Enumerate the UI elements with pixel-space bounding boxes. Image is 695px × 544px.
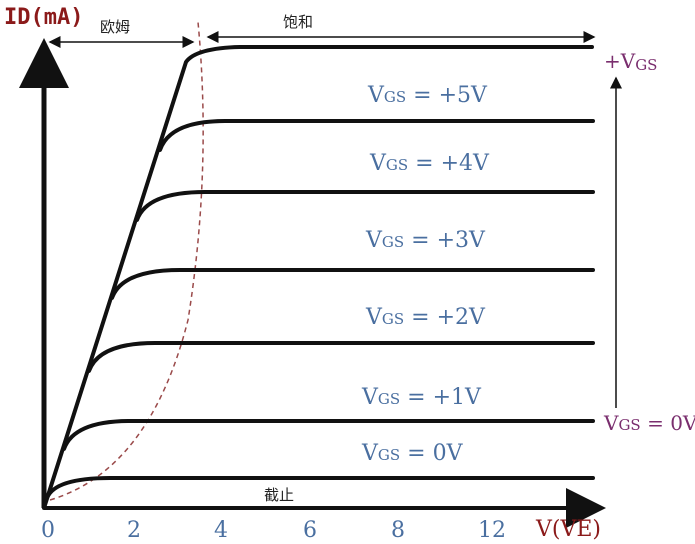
curve-label: VGS = +1V (361, 385, 482, 410)
label-part: = +4V (408, 151, 490, 176)
curve (135, 190, 595, 222)
curve-label: VGS = +5V (367, 83, 488, 108)
label-part: V (365, 228, 383, 253)
x-tick-label: 12 (478, 518, 506, 543)
label-part: V (361, 385, 379, 410)
label-sub: GS (635, 56, 657, 74)
x-tick-label: 4 (214, 518, 228, 543)
curve (62, 419, 595, 451)
range-bottom-label: VGS = 0V (603, 411, 695, 435)
label-sub: GS (386, 156, 408, 174)
label-sub: GS (384, 88, 406, 106)
label-part: +V (604, 49, 636, 73)
label-part: = +1V (400, 385, 482, 410)
x-tick-label: 0 (41, 518, 55, 543)
label-part: V (361, 441, 379, 466)
curve-label: VGS = +2V (365, 305, 486, 330)
label-part: = 0V (641, 411, 695, 435)
x-axis-label: V(VE) (535, 517, 601, 542)
curve (158, 119, 595, 152)
label-part: = +5V (406, 83, 488, 108)
label-part: V (369, 151, 387, 176)
region-label: 截止 (264, 486, 294, 504)
range-top-label: +VGS (604, 49, 657, 74)
label-part: = +3V (404, 228, 486, 253)
region-label: 欧姆 (100, 18, 130, 36)
label-sub: GS (378, 390, 400, 408)
label-part: V (365, 305, 383, 330)
boundary-curve (49, 21, 204, 501)
x-ticks: 0 2 4 6 8 12 (41, 518, 506, 543)
y-axis-label: ID(mA) (4, 5, 83, 30)
label-sub: GS (382, 310, 404, 328)
label-sub: GS (382, 233, 404, 251)
curve-label: VGS = 0V (361, 441, 464, 466)
curve (42, 45, 594, 510)
region-label: 饱和 (283, 13, 313, 31)
curve-label: VGS = +4V (369, 151, 490, 176)
label-part: = +2V (404, 305, 486, 330)
label-part: V (367, 83, 385, 108)
x-tick-label: 8 (391, 518, 405, 543)
curve (110, 268, 595, 300)
label-sub: GS (618, 416, 640, 434)
x-tick-label: 6 (303, 518, 317, 543)
curve-label: VGS = +3V (365, 228, 486, 253)
label-sub: GS (378, 446, 400, 464)
label-part: = 0V (400, 441, 463, 466)
label-part: V (603, 411, 619, 435)
curve (87, 341, 595, 373)
x-tick-label: 2 (127, 518, 141, 543)
curve (45, 476, 595, 500)
